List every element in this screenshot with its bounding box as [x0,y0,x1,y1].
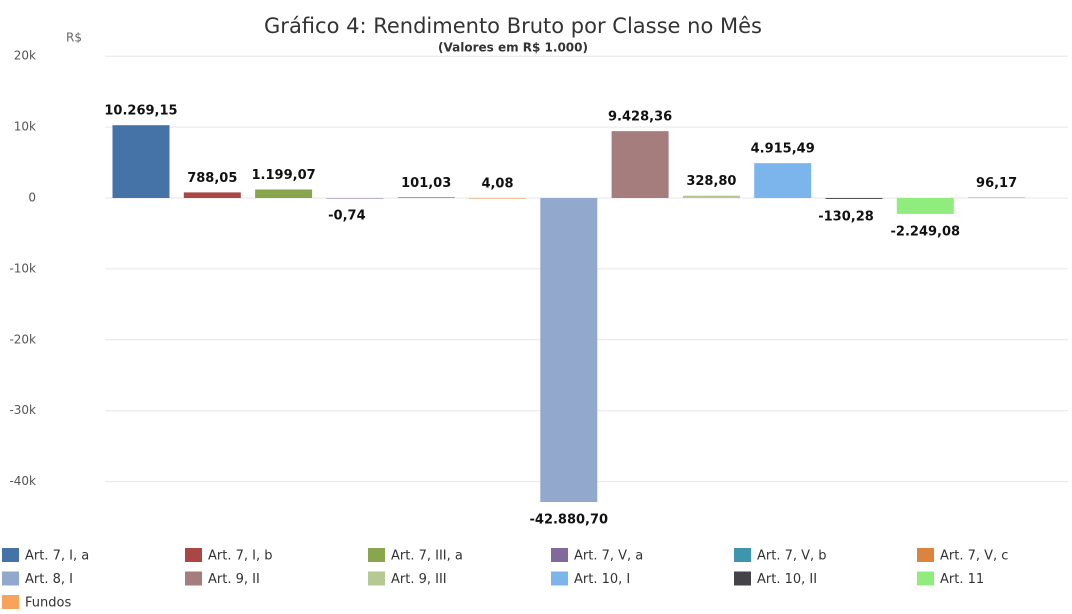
chart-title: Gráfico 4: Rendimento Bruto por Classe n… [264,14,762,38]
legend-swatch [368,548,385,562]
legend-label: Fundos [25,596,71,611]
y-tick-label: -40k [9,474,36,488]
bar [825,198,883,199]
legend-label: Art. 10, II [757,572,817,587]
bar [183,192,241,198]
legend-label: Art. 7, I, b [208,549,273,564]
bar [112,125,170,198]
legend-swatch [2,548,19,562]
legend-swatch [185,548,202,562]
value-label: 96,17 [976,176,1017,191]
value-label: -0,74 [328,209,365,224]
bar [754,163,812,198]
value-label: -2.249,08 [891,224,961,239]
value-label: 4,08 [481,176,513,191]
bar [469,197,526,199]
y-tick-label: 0 [28,191,36,205]
bar [896,198,954,214]
legend-swatch [185,571,202,586]
bar [682,195,740,198]
y-tick-label: 20k [14,49,36,63]
bar [968,197,1026,198]
y-axis-label: R$ [66,31,82,45]
value-label: 4.915,49 [751,142,815,157]
bar [540,198,598,503]
value-label: 788,05 [187,171,237,186]
value-label: -42.880,70 [530,513,609,528]
legend-swatch [734,571,751,586]
bar [255,189,313,198]
legend-swatch [917,571,934,586]
legend-label: Art. 8, I [25,572,73,587]
legend-swatch [368,571,385,586]
legend-swatch [734,548,751,562]
legend-swatch [2,571,19,586]
chart-subtitle: (Valores em R$ 1.000) [438,41,588,55]
legend-swatch [2,595,19,609]
y-tick-label: -30k [9,403,36,417]
value-label: 1.199,07 [252,168,316,183]
legend-label: Art. 7, V, b [757,549,827,564]
value-label: 9.428,36 [608,110,672,125]
legend-swatch [917,548,934,562]
value-label: -130,28 [818,209,874,224]
bar [397,197,455,198]
y-tick-label: -20k [9,332,36,346]
legend-label: Art. 7, V, c [940,549,1008,564]
value-label: 101,03 [401,176,451,191]
y-tick-label: 10k [14,120,36,134]
bar [611,131,669,198]
bar [326,198,384,199]
legend-label: Art. 11 [940,572,984,587]
legend-label: Art. 9, II [208,572,260,587]
legend-label: Art. 7, III, a [391,549,463,564]
value-label: 10.269,15 [104,104,177,119]
legend-label: Art. 7, V, a [574,549,643,564]
legend-label: Art. 10, I [574,572,630,587]
y-tick-label: -10k [9,261,36,275]
legend-swatch [551,571,568,586]
legend-label: Art. 9, III [391,572,447,587]
legend-label: Art. 7, I, a [25,549,89,564]
legend-swatch [551,548,568,562]
value-label: 328,80 [686,174,736,189]
